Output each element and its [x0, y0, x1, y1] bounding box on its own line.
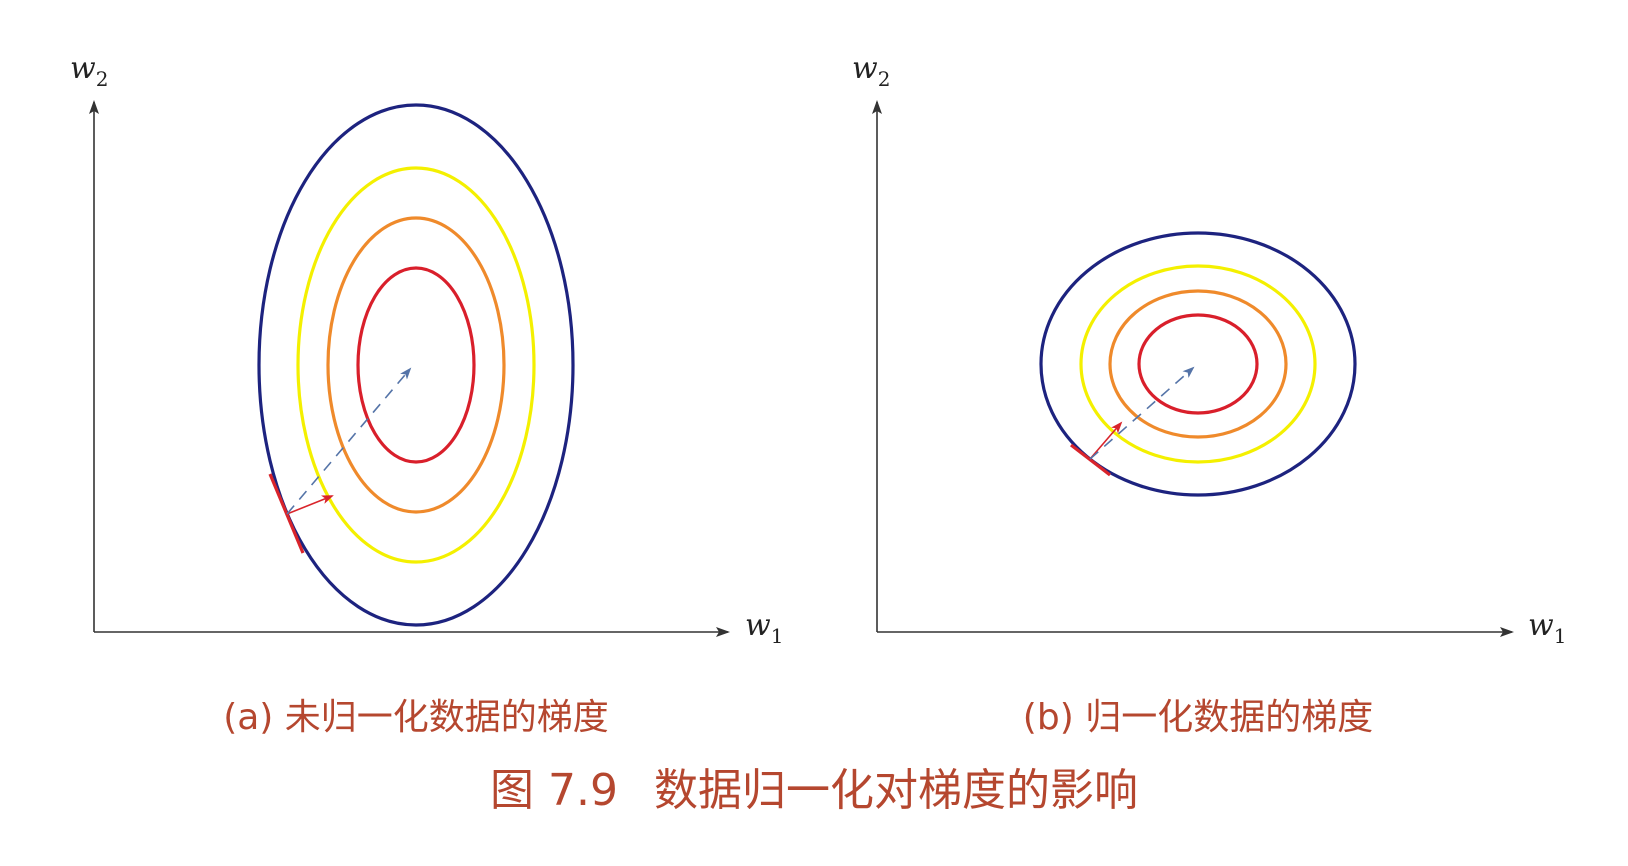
panel-b-outer-contour [1039, 231, 1357, 497]
panel-a-gradient-arrow [286, 495, 334, 515]
panel-a-contour-yellow [296, 166, 536, 564]
panel-a-y-axis-label: w2 [70, 51, 108, 91]
panel-a-contour-orange [326, 216, 506, 514]
panel-b-y-axis-label: w2 [852, 51, 890, 91]
panel-a-inner-contour [356, 266, 476, 464]
figure-caption: 图 7.9 数据归一化对梯度的影响 [490, 754, 1138, 818]
panel-b-tangent-line [1070, 443, 1111, 477]
panel-b-path-arrow [1089, 366, 1195, 460]
panel-b-contour-yellow [1079, 264, 1317, 464]
panel-b-inner-contour [1137, 313, 1259, 415]
panel-b-caption: (b) 归一化数据的梯度 [1022, 697, 1374, 738]
panel-a: w2 w1 [70, 51, 783, 648]
panel-b-gradient-arrow [1089, 421, 1123, 460]
panel-b: w2 w1 [852, 51, 1566, 648]
panel-a-x-axis-label: w1 [745, 608, 783, 648]
panel-a-caption: (a) 未归一化数据的梯度 [223, 697, 609, 738]
figure-number: 图 7.9 [490, 765, 618, 816]
panel-a-outer-contour [257, 103, 575, 627]
panel-b-contour-orange [1108, 289, 1288, 439]
figure-title: 数据归一化对梯度的影响 [653, 765, 1138, 816]
panel-a-path-arrow [286, 367, 412, 515]
panel-b-x-axis-label: w1 [1528, 608, 1566, 648]
